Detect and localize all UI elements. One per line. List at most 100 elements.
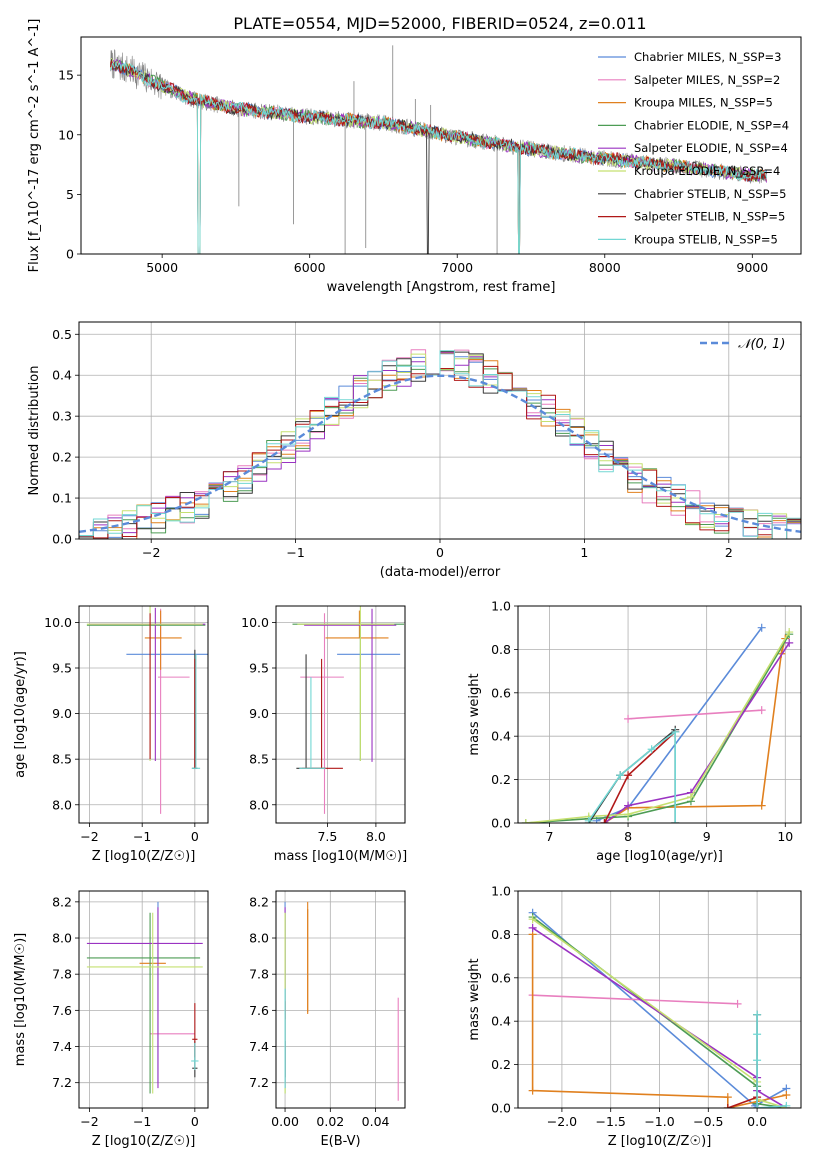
axes-box <box>80 36 802 255</box>
y-tick-label: 7.4 <box>52 1039 72 1054</box>
y-tick-label: 9.5 <box>52 661 72 676</box>
spectrum-legend: Chabrier MILES, N_SSP=3 Salpeter MILES, N… <box>598 50 789 246</box>
errorbar-point <box>86 907 203 1089</box>
model-spectrum-line <box>110 60 767 254</box>
x-tick-label: 7 <box>545 829 553 844</box>
mass-weight-point <box>671 819 680 823</box>
y-axis-label: Normed distribution <box>27 366 42 496</box>
x-tick-label: −1.0 <box>644 1114 674 1129</box>
mass-weight-point <box>528 923 537 932</box>
mass-weight-point <box>753 1030 762 1039</box>
y-tick-label: 9.0 <box>52 706 72 721</box>
errorbar-point <box>292 623 405 761</box>
x-tick-label: 8.0 <box>366 829 386 844</box>
y-tick-label: 0.0 <box>491 816 511 831</box>
x-axis-label: (data-model)/error <box>380 565 501 580</box>
axes-box <box>78 605 209 824</box>
y-tick-label: 7.2 <box>249 1075 269 1090</box>
axes-frame: −2.0 −1.5 −1.0 −0.5 0.0 0.0 0.2 0.4 0.6 0.8 1.0 Z [… <box>467 884 802 1149</box>
plot-area <box>284 901 399 1101</box>
errorbar-point <box>191 654 201 769</box>
y-tick-label: 1.0 <box>491 884 511 899</box>
y-axis-label: mass weight <box>467 958 482 1040</box>
y-axis-label: Flux [f_λ10^-17 erg cm^-2 s^-1 A^-1] <box>27 19 42 273</box>
y-tick-label: 10.0 <box>44 615 72 630</box>
x-tick-label: −2.0 <box>547 1114 577 1129</box>
legend-entry: Kroupa MILES, N_SSP=5 <box>634 96 773 110</box>
plot-area <box>292 606 405 814</box>
x-tick-label: −2 <box>142 545 160 560</box>
plot-area <box>528 908 791 1108</box>
age-vs-metallicity-panel: −2 −1 0 8.0 8.5 9.0 9.5 10.0 Z [log10(Z/Z☉)] age … <box>13 605 209 864</box>
y-tick-label: 0.8 <box>491 927 511 942</box>
y-tick-label: 0.0 <box>52 532 72 547</box>
y-axis-label: age [log10(age/yr)] <box>13 651 28 778</box>
mass-weight-point <box>782 1101 791 1108</box>
y-tick-label: 8.0 <box>249 797 269 812</box>
y-tick-label: 8.2 <box>52 894 72 909</box>
errorbar-point <box>304 608 397 762</box>
y-tick-label: 0.3 <box>52 409 72 424</box>
y-tick-label: 7.6 <box>52 1003 72 1018</box>
x-tick-label: −0.5 <box>693 1114 723 1129</box>
normal-distribution-curve <box>79 374 801 533</box>
errorbar-point <box>191 1042 199 1071</box>
model-spectrum-line <box>110 58 767 254</box>
errorbar-point <box>86 912 203 1094</box>
y-tick-label: 15 <box>58 68 74 83</box>
x-tick-label: 0.0 <box>747 1114 767 1129</box>
mass-weight-point <box>624 714 633 723</box>
x-tick-label: 5000 <box>146 260 178 275</box>
axes-box <box>275 890 406 1109</box>
x-axis-label: E(B-V) <box>320 1134 360 1149</box>
y-tick-label: 0.6 <box>491 970 511 985</box>
mass-vs-ebv-panel: 0.00 0.02 0.04 7.2 7.4 7.6 7.8 8.0 8.2 E(B-V) <box>249 890 406 1149</box>
mass-weight-point <box>757 706 766 715</box>
axes-frame: 5000 6000 7000 8000 9000 0 5 10 15 wavelength [An… <box>27 19 802 295</box>
mass-weight-line <box>628 709 762 720</box>
axes-frame: −2 −1 0 1 2 0.0 0.1 0.2 0.3 0.4 0.5 (data-model)/er… <box>27 321 802 580</box>
model-spectrum-line <box>110 61 767 254</box>
plot-area <box>521 623 794 823</box>
mass-weight-point <box>584 816 593 823</box>
x-tick-label: 9000 <box>736 260 768 275</box>
mass-weight-point <box>528 1086 537 1095</box>
y-tick-label: 8.5 <box>52 752 72 767</box>
mass-weight-point <box>753 1104 762 1108</box>
model-spectrum-line <box>110 59 767 254</box>
mass-weight-line <box>532 994 738 1005</box>
axes-frame: −2 −1 0 8.0 8.5 9.0 9.5 10.0 Z [log10(Z/Z☉)] age … <box>13 605 209 864</box>
y-tick-label: 10.0 <box>241 615 269 630</box>
errorbar-point <box>297 606 395 761</box>
y-tick-label: 9.5 <box>249 661 269 676</box>
x-tick-label: −2 <box>80 1114 98 1129</box>
mass-weight-point <box>723 1104 732 1108</box>
y-tick-label: 0.2 <box>491 772 511 787</box>
mass-weight-line <box>525 633 790 823</box>
y-tick-label: 0 <box>66 247 74 262</box>
mass-weight-line <box>525 631 790 823</box>
mass-weight-point <box>782 1090 791 1099</box>
massweight-vs-metallicity-panel: −2.0 −1.5 −1.0 −0.5 0.0 0.0 0.2 0.4 0.6 0.8 1.0 Z [… <box>467 884 802 1149</box>
y-tick-label: 8.0 <box>249 931 269 946</box>
y-tick-label: 7.4 <box>249 1039 269 1054</box>
mass-weight-line <box>727 1096 758 1108</box>
mass-weight-point <box>624 801 633 810</box>
legend-entry: Chabrier STELIB, N_SSP=5 <box>634 187 786 201</box>
age-vs-mass-panel: 7.5 8.0 8.0 8.5 9.0 9.5 10.0 mass [log10(M/M☉)] <box>241 605 407 864</box>
residuals-panel: −2 −1 0 1 2 0.0 0.1 0.2 0.3 0.4 0.5 (data-model)/er… <box>27 321 802 580</box>
x-tick-label: 6000 <box>294 260 326 275</box>
x-tick-label: 10 <box>777 829 793 844</box>
plot-area <box>86 901 203 1094</box>
massweight-vs-age-panel: 7 8 9 10 0.0 0.2 0.4 0.6 0.8 1.0 age [log10(age/yr… <box>467 599 802 864</box>
x-tick-label: 7.5 <box>317 829 337 844</box>
y-tick-label: 8.0 <box>52 797 72 812</box>
plot-area <box>110 45 768 254</box>
mass-weight-point <box>671 727 680 736</box>
mass-weight-point <box>647 745 656 754</box>
legend-entry: Salpeter ELODIE, N_SSP=4 <box>634 141 788 155</box>
axes-frame: 7 8 9 10 0.0 0.2 0.4 0.6 0.8 1.0 age [log10(age/yr… <box>467 599 802 864</box>
x-tick-label: 0.02 <box>316 1114 344 1129</box>
x-tick-label: 1 <box>580 545 588 560</box>
